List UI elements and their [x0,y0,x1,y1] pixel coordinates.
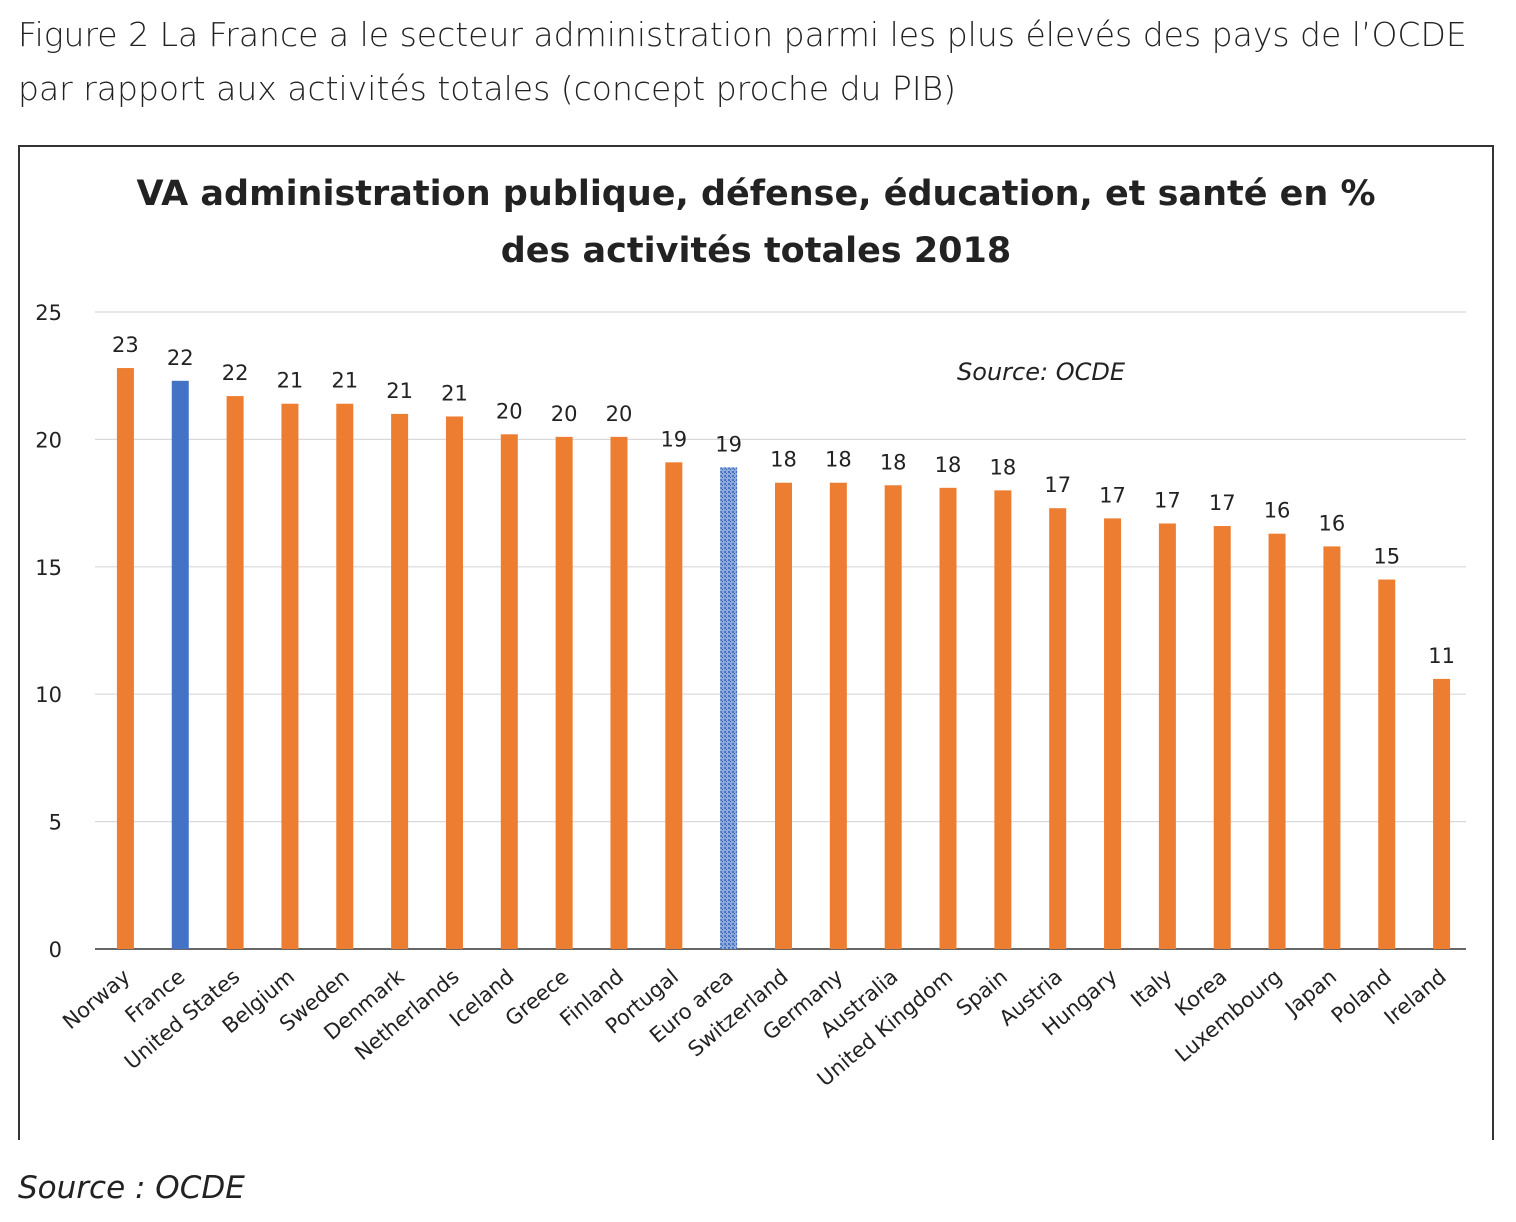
data-label: 19 [660,427,687,451]
data-label: 17 [1154,488,1181,512]
source-note: Source : OCDE [18,1170,245,1206]
data-label: 22 [167,346,194,370]
bar-greece [555,436,573,949]
data-label: 18 [880,450,907,474]
data-label: 21 [386,379,413,403]
data-label: 17 [1099,483,1126,507]
data-label: 15 [1373,545,1400,569]
bar-sweden [336,403,354,949]
y-tick-label: 20 [35,428,62,452]
bar-spain [994,490,1012,949]
bar-united-states [226,396,244,949]
caption-line-1: Figure 2 La France a le secteur administ… [18,15,1467,54]
bar-norway [116,368,134,949]
data-label: 16 [1264,499,1291,523]
bar-ireland [1433,678,1451,949]
data-label: 17 [1044,473,1071,497]
data-label: 16 [1319,511,1346,535]
data-label: 21 [441,381,468,405]
bar-chart: VA administration publique, défense, édu… [35,174,1466,1091]
bar-luxembourg [1268,533,1286,949]
figure-caption: Figure 2 La France a le secteur administ… [18,8,1498,116]
data-label: 18 [770,448,797,472]
bar-japan [1323,546,1341,949]
bar-australia [884,485,902,949]
y-tick-label: 0 [49,938,62,962]
data-label: 17 [1209,491,1236,515]
bar-portugal [665,462,683,949]
bar-france [171,380,189,949]
data-label: 22 [222,361,249,385]
y-tick-label: 5 [49,811,62,835]
caption-line-2: par rapport aux activités totales (conce… [18,69,957,108]
y-tick-label: 15 [35,556,62,580]
y-tick-label: 25 [35,301,62,325]
x-tick-label: Norway [58,964,134,1034]
bar-iceland [500,434,518,950]
chart-source-annotation: Source: OCDE [957,358,1126,386]
data-label: 18 [935,453,962,477]
chart-title-line-1: VA administration publique, défense, édu… [136,174,1375,214]
bar-euro-area [720,467,738,949]
bar-austria [1049,508,1067,949]
bar-switzerland [775,482,792,949]
bar-netherlands [445,416,463,949]
chart-frame: VA administration publique, défense, édu… [18,145,1494,1140]
data-label: 19 [715,432,742,456]
bar-korea [1213,526,1231,949]
y-tick-label: 10 [35,683,62,707]
data-label: 20 [496,399,523,423]
bar-united-kingdom [939,487,957,949]
data-label: 20 [606,402,633,426]
data-label: 18 [825,448,852,472]
bars-layer [116,368,1451,950]
data-label: 20 [551,402,578,426]
bar-poland [1378,579,1396,949]
x-tick-label: Ireland [1380,964,1451,1029]
bar-italy [1158,523,1176,949]
bar-hungary [1104,518,1122,949]
bar-germany [829,482,847,949]
data-label: 18 [989,455,1016,479]
data-label: 21 [331,369,358,393]
data-label: 23 [112,333,139,357]
data-label: 11 [1428,644,1455,668]
chart-title-line-2: des activités totales 2018 [501,231,1012,271]
data-label: 21 [277,369,304,393]
bar-denmark [391,413,409,949]
bar-belgium [281,403,299,949]
bar-finland [610,436,628,949]
x-tick-label: Italy [1126,964,1176,1012]
